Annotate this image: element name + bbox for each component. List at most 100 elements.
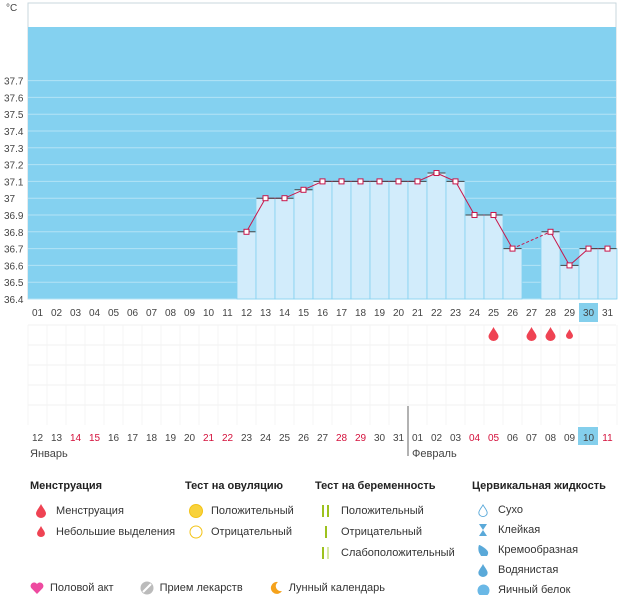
day-label: 22 [431,308,443,319]
date-label[interactable]: 30 [374,433,386,444]
day-label: 24 [469,308,481,319]
temperature-segment [512,231,551,250]
day-label: 27 [526,308,538,319]
legend-ovulation-title: Тест на овуляцию [185,480,284,492]
legend-cervical-creamy: Кремообразная [472,540,606,560]
temperature-segment [436,172,456,182]
month-left-label: Январь [30,448,68,460]
date-label[interactable]: 07 [526,433,538,444]
y-tick-label: 37 [4,194,16,205]
temperature-bars [236,172,618,300]
y-tick-label: 37.2 [4,161,24,172]
y-tick-label: 37.4 [4,127,24,138]
y-tick-label: 36.5 [4,278,24,289]
light-discharge-drop [566,329,573,339]
legend-cervical-watery: Водянистая [472,560,606,580]
day-label: 04 [89,308,101,319]
day-label: 07 [146,308,158,319]
date-label[interactable]: 06 [507,433,519,444]
day-label: 28 [545,308,557,319]
date-label[interactable]: 01 [412,433,424,444]
temperature-bar [293,189,314,300]
date-label[interactable]: 26 [298,433,310,444]
day-label: 09 [184,308,196,319]
temperature-point [490,212,497,218]
pill-icon [140,581,154,595]
menstruation-drop [488,327,499,341]
legend-pregnancy-positive: Положительный [315,500,455,521]
date-labels[interactable]: 12 13 14 15 16 17 18 19 20 21 22 23 24 25 26 27 28 29 30 31… [32,427,613,445]
hourglass-icon [479,524,487,536]
day-label: 03 [70,308,82,319]
date-label[interactable]: 17 [127,433,139,444]
day-label: 31 [602,308,614,319]
date-label[interactable]: 16 [108,433,120,444]
temperature-bar [464,214,485,300]
bottom-item-lunar: Лунный календарь [269,581,385,595]
date-label[interactable]: 29 [355,433,367,444]
temperature-point [509,245,516,252]
date-label[interactable]: 12 [32,433,44,444]
date-label[interactable]: 24 [260,433,272,444]
legend-menstruation-title: Менструация [30,480,103,492]
date-label[interactable]: 18 [146,433,158,444]
y-tick-label: 37.7 [4,77,24,88]
moon-icon [270,581,282,594]
day-label: 19 [374,308,386,319]
date-label[interactable]: 14 [70,433,82,444]
temperature-point [604,245,611,252]
weak-stripe-icon [322,546,329,559]
day-label: 16 [317,308,329,319]
date-label[interactable]: 05 [488,433,500,444]
date-label[interactable]: 02 [431,433,443,444]
day-label: 11 [222,308,233,319]
legend-cervical-dry: Сухо [472,500,606,520]
temperature-point [414,178,421,185]
date-label[interactable]: 08 [545,433,557,444]
date-label[interactable]: 03 [450,433,462,444]
day-label: 29 [564,308,576,319]
double-stripe-icon [322,504,329,517]
date-label[interactable]: 13 [51,433,63,444]
y-tick-label: 37.6 [4,93,24,104]
egg-white-icon [477,584,489,595]
bottom-legend: Половой акт Прием лекарств Лунный календ… [30,581,411,595]
temperature-segment [417,172,437,182]
temperature-point [452,178,459,185]
legend-cervical-title: Цервикальная жидкость [472,480,606,492]
date-label[interactable]: 11 [602,433,613,444]
temperature-segment [569,248,589,266]
date-label[interactable]: 19 [165,433,177,444]
date-label[interactable]: 21 [203,433,215,444]
day-label: 18 [355,308,367,319]
date-label[interactable]: 23 [241,433,253,444]
date-label[interactable]: 20 [184,433,196,444]
date-label[interactable]: 10 [583,433,595,444]
date-label[interactable]: 04 [469,433,481,444]
date-label[interactable]: 15 [89,433,101,444]
date-highlight [578,427,598,445]
date-label[interactable]: 27 [317,433,329,444]
day-label: 21 [412,308,424,319]
small-drop-icon [37,526,45,537]
bottom-item-intercourse: Половой акт [30,582,114,594]
date-label[interactable]: 31 [393,433,405,444]
date-label[interactable]: 22 [222,433,234,444]
temperature-segment [246,197,266,233]
day-labels: 01 02 03 04 05 06 07 08 09 10 11 12 13 14 15 16 17 18 19 20… [32,303,614,322]
menstruation-drop [526,327,537,341]
y-tick-label: 36.7 [4,245,24,256]
temperature-bar [445,180,466,300]
date-label[interactable]: 09 [564,433,576,444]
filled-circle-icon [189,503,203,518]
month-right-label: Февраль [412,448,457,460]
date-label[interactable]: 25 [279,433,291,444]
day-label: 26 [507,308,519,319]
drop-icon [36,503,46,518]
date-label[interactable]: 28 [336,433,348,444]
day-label: 30 [583,308,595,319]
temperature-point [281,195,288,202]
temperature-bar [331,180,352,300]
day-highlight [579,303,598,322]
